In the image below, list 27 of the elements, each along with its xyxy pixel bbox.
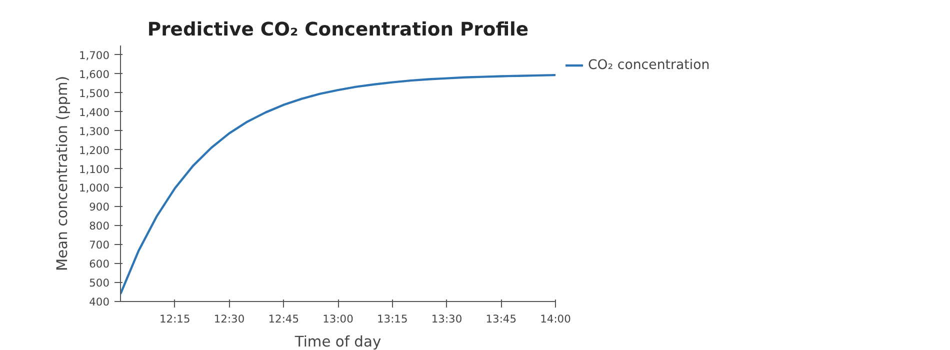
x-tick-label: 13:00 [322, 312, 354, 326]
y-tick-label: 1,300 [78, 124, 110, 138]
legend-label: CO₂ concentration [588, 58, 710, 72]
x-tick-label: 14:00 [540, 312, 572, 326]
x-tick-label: 13:30 [431, 312, 462, 326]
x-axis-title: Time of day [294, 334, 382, 350]
x-tick-label: 12:30 [214, 312, 245, 326]
y-tick-label: 1,500 [78, 86, 110, 100]
y-tick-label: 1,000 [78, 182, 110, 195]
y-tick-label: 600 [89, 258, 110, 271]
y-tick-label: 900 [89, 200, 110, 214]
y-tick-label: 400 [89, 296, 110, 308]
y-axis-title: Mean concentration (ppm) [54, 76, 71, 272]
y-tick-label: 1,700 [78, 48, 110, 62]
y-tick-label: 1,100 [78, 162, 110, 176]
y-tick-label: 500 [89, 276, 110, 290]
y-tick-label: 700 [89, 238, 110, 252]
x-tick-label: 12:45 [268, 312, 299, 326]
line-series [120, 74, 556, 296]
y-tick-label: 800 [89, 220, 110, 233]
chart-title: Predictive CO₂ Concentration Profile [147, 20, 529, 40]
x-tick-label: 13:45 [486, 312, 516, 326]
x-tick-label: 13:15 [377, 312, 408, 326]
x-tick-label: 12:15 [160, 312, 190, 326]
y-tick-label: 1,200 [78, 144, 110, 157]
y-tick-label: 1,600 [78, 68, 110, 81]
y-tick-label: 1,400 [78, 106, 110, 119]
